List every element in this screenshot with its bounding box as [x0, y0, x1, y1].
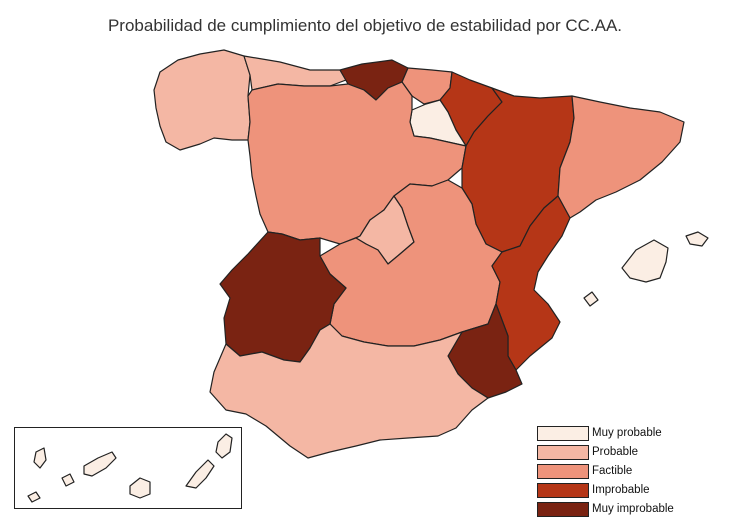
legend-swatch [537, 425, 589, 441]
region-baleares-ibiza[interactable] [583, 291, 599, 307]
region-canarias-la-palma[interactable] [33, 447, 47, 469]
region-galicia[interactable] [153, 49, 251, 151]
map-title: Probabilidad de cumplimiento del objetiv… [107, 16, 623, 35]
legend-label: Muy probable [592, 427, 662, 439]
region-comunidad-valenciana[interactable] [491, 195, 571, 371]
legend: Muy probable Probable Factible Improbabl… [537, 424, 697, 519]
region-canarias-fuerteventura[interactable] [185, 459, 215, 489]
legend-item-muy-probable: Muy probable [537, 424, 697, 442]
legend-item-improbable: Improbable [537, 481, 697, 499]
region-canarias-tenerife[interactable] [83, 451, 117, 477]
region-cataluna[interactable] [557, 95, 685, 219]
region-canarias-gran-canaria[interactable] [129, 477, 151, 499]
legend-swatch [537, 444, 589, 460]
canary-islands-inset [14, 427, 242, 509]
region-canarias-gomera[interactable] [61, 473, 75, 487]
legend-swatch [537, 463, 589, 479]
legend-item-muy-improbable: Muy improbable [537, 500, 697, 518]
legend-swatch [537, 482, 589, 498]
legend-item-probable: Probable [537, 443, 697, 461]
region-andalucia[interactable] [209, 323, 489, 459]
legend-swatch [537, 501, 589, 517]
legend-item-factible: Factible [537, 462, 697, 480]
region-baleares-menorca[interactable] [685, 231, 709, 247]
region-canarias-lanzarote[interactable] [215, 433, 233, 459]
legend-label: Muy improbable [592, 503, 674, 515]
region-canarias-el-hierro[interactable] [27, 491, 41, 503]
legend-label: Probable [592, 446, 639, 458]
region-baleares-mallorca[interactable] [621, 239, 669, 283]
legend-label: Factible [592, 465, 633, 477]
legend-label: Improbable [592, 484, 650, 496]
